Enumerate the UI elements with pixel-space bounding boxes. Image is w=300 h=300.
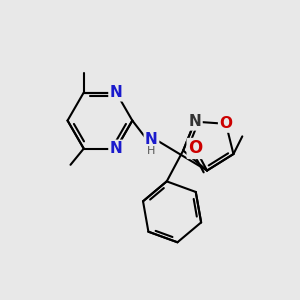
Text: H: H [147,146,156,156]
Text: O: O [188,140,202,158]
Text: N: N [188,114,201,129]
Text: O: O [219,116,232,131]
Text: N: N [110,85,122,100]
Text: N: N [110,141,122,156]
Text: N: N [145,132,158,147]
